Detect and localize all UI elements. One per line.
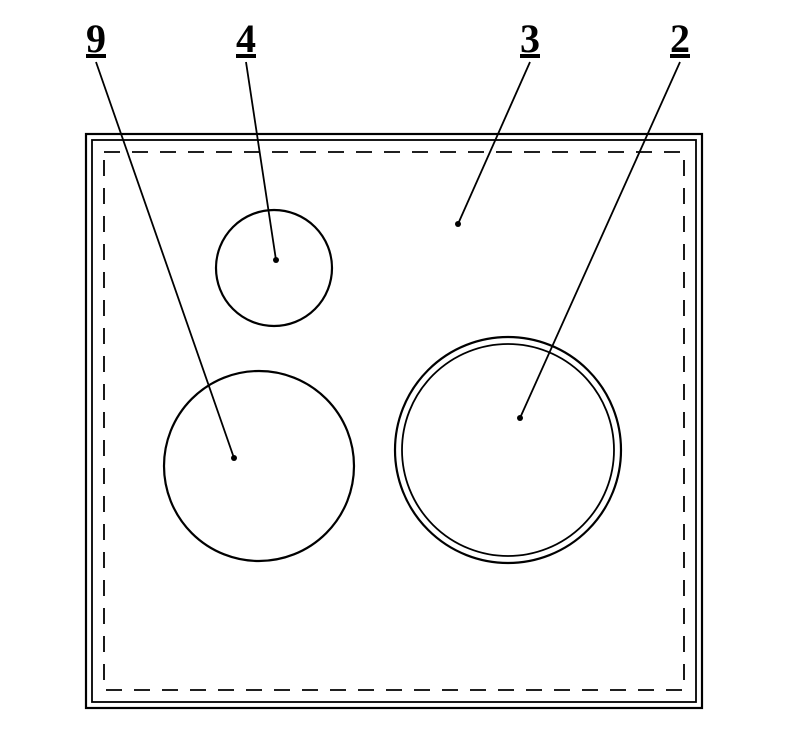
leader-dot-2 (517, 415, 523, 421)
box-inner-solid (92, 140, 696, 702)
leader-dot-9 (231, 455, 237, 461)
diagram-canvas: 9 4 3 2 (0, 0, 800, 738)
leader-lines (96, 62, 680, 461)
leader-2 (520, 62, 680, 418)
leader-9 (96, 62, 234, 458)
circle-medium (164, 371, 354, 561)
circle-small (216, 210, 332, 326)
callout-label-2: 2 (670, 16, 690, 61)
callout-label-9: 9 (86, 16, 106, 61)
ring-inner (402, 344, 614, 556)
ring-outer (395, 337, 621, 563)
callout-label-3: 3 (520, 16, 540, 61)
box-inner-dashed (104, 152, 684, 690)
leader-4 (246, 62, 276, 260)
leader-dot-4 (273, 257, 279, 263)
leader-dot-3 (455, 221, 461, 227)
callout-label-4: 4 (236, 16, 256, 61)
leader-3 (458, 62, 530, 224)
